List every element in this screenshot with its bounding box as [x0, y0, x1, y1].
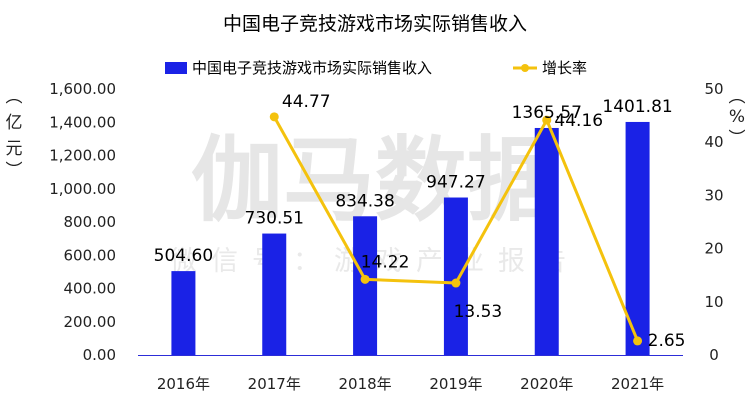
- growth-data-label: 13.53: [454, 302, 503, 322]
- right-axis-unit-paren-open: ︵: [729, 87, 746, 107]
- right-axis-tick-label: 50: [704, 80, 723, 98]
- x-axis-tick-label: 2021年: [611, 375, 664, 393]
- right-axis-tick-label: 40: [704, 133, 723, 151]
- x-axis-tick-label: 2017年: [248, 375, 301, 393]
- x-axis-tick-label: 2019年: [429, 375, 482, 393]
- legend-bar-swatch: [165, 62, 187, 74]
- watermark-main: 伽马数据: [191, 127, 559, 234]
- legend-line-label: 增长率: [542, 59, 587, 77]
- bar-data-label: 504.60: [154, 246, 213, 266]
- bar: [262, 233, 287, 355]
- bar: [534, 127, 559, 355]
- plot-area: 0.00 200.00 400.00 600.00 800.00 1,000.00 1,20…: [49, 80, 723, 393]
- left-axis-tick-label: 400.00: [64, 280, 117, 298]
- bar-data-label: 947.27: [426, 173, 485, 193]
- right-axis-tick-label: 20: [704, 240, 723, 258]
- left-axis-tick-label: 800.00: [64, 213, 117, 231]
- left-axis-tick-label: 1,400.00: [49, 113, 116, 131]
- legend-bar-label: 中国电子竞技游戏市场实际销售收入: [192, 59, 432, 77]
- growth-point: [451, 278, 461, 288]
- legend: 中国电子竞技游戏市场实际销售收入 增长率: [165, 59, 587, 77]
- bar-data-label: 1401.81: [602, 97, 672, 117]
- bar-data-label: 730.51: [245, 209, 304, 229]
- left-axis-tick-label: 1,600.00: [49, 80, 116, 98]
- x-axis-tick-label: 2020年: [520, 375, 573, 393]
- growth-data-label: 14.22: [361, 252, 410, 272]
- bar-data-label: 834.38: [335, 191, 394, 211]
- right-axis-unit-char: %: [729, 107, 745, 127]
- right-axis-tick-label: 0: [709, 346, 719, 364]
- left-axis-unit-paren-open: ︵: [6, 87, 23, 107]
- bar: [625, 121, 650, 355]
- x-axis-tick-label: 2018年: [338, 375, 391, 393]
- left-axis-unit-paren-close: ︶: [6, 161, 23, 181]
- growth-point: [633, 336, 643, 346]
- left-axis-unit: ︵ 亿 元 ︶: [6, 87, 23, 181]
- bar: [353, 216, 378, 355]
- growth-data-label: 2.65: [648, 331, 686, 351]
- growth-data-label: 44.77: [282, 92, 331, 112]
- x-axis-tick-label: 2016年: [157, 375, 210, 393]
- growth-point: [360, 274, 370, 284]
- bar-data-label: 1365.57: [512, 103, 582, 123]
- left-axis-tick-label: 1,200.00: [49, 147, 116, 165]
- left-axis-unit-char-2: 元: [6, 139, 23, 159]
- bar: [443, 197, 468, 355]
- growth-point: [269, 112, 279, 122]
- left-axis-tick-label: 200.00: [64, 313, 117, 331]
- left-axis-tick-label: 600.00: [64, 246, 117, 264]
- bar: [171, 271, 196, 355]
- right-axis-tick-label: 30: [704, 186, 723, 204]
- right-axis-tick-label: 10: [704, 293, 723, 311]
- left-axis-unit-char-1: 亿: [6, 113, 23, 133]
- right-axis-unit: ︵ % ︶: [729, 87, 746, 149]
- left-axis-tick-label: 1,000.00: [49, 180, 116, 198]
- growth-point: [542, 115, 552, 125]
- right-axis-unit-paren-close: ︶: [729, 129, 746, 149]
- legend-line-marker: [521, 64, 529, 72]
- left-axis-tick-label: 0.00: [83, 346, 116, 364]
- growth-data-label: 44.16: [554, 111, 603, 131]
- chart-title: 中国电子竞技游戏市场实际销售收入: [223, 13, 527, 35]
